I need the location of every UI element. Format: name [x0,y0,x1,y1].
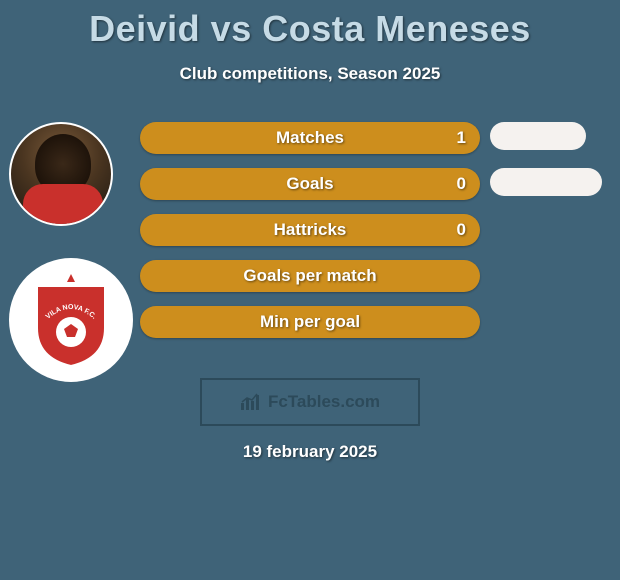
branding-text: FcTables.com [268,392,380,412]
page-title: Deivid vs Costa Meneses [0,0,620,50]
stat-row: Goals 0 [140,168,480,200]
stat-label: Goals [286,174,333,194]
crest-star [67,274,75,282]
player1-avatar [9,122,113,226]
stat-value: 1 [457,128,466,148]
stat-value: 0 [457,220,466,240]
stat-rows: Matches 1 Goals 0 Hattricks 0 Goals per match M… [140,122,480,352]
bars-icon [240,393,262,411]
right-bubbles [490,122,602,214]
page-subtitle: Club competitions, Season 2025 [0,64,620,84]
stat-row: Hattricks 0 [140,214,480,246]
comparison-card: Deivid vs Costa Meneses Club competition… [0,0,620,580]
stat-label: Hattricks [274,220,347,240]
stat-label: Matches [276,128,344,148]
stat-row: Goals per match [140,260,480,292]
stat-row: Matches 1 [140,122,480,154]
date-text: 19 february 2025 [0,442,620,462]
branding-box[interactable]: FcTables.com [200,378,420,426]
stat-value: 0 [457,174,466,194]
bubble [490,168,602,196]
bubble [490,122,586,150]
shield-icon: VILA NOVA F.C. [29,272,113,368]
club-crest: VILA NOVA F.C. [9,258,133,382]
stat-label: Goals per match [243,266,376,286]
stat-label: Min per goal [260,312,360,332]
stat-row: Min per goal [140,306,480,338]
